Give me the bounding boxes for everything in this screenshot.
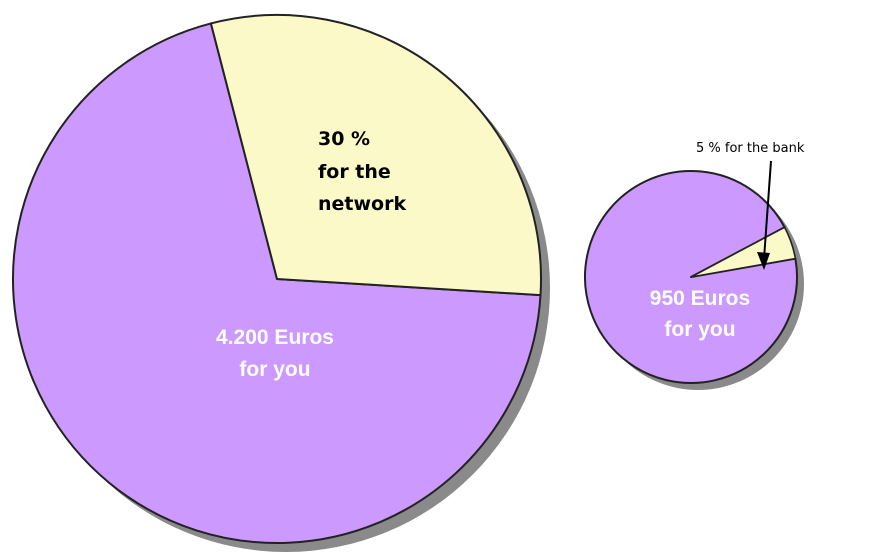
large-pie-slice-network [209,14,542,297]
large-pie: 30 % for the network 4.200 Euros for you [12,14,550,552]
large-amount-label: 4.200 Euros [216,326,334,349]
network-label-line-2: for the [318,161,391,183]
small-pie: 950 Euros for you 5 % for the bank [584,141,805,390]
small-for-you-label: for you [664,318,735,341]
large-pie-slice-you [12,22,542,544]
bank-arrow-line [763,160,772,260]
network-label-line-3: network [318,193,406,215]
large-for-you-label: for you [239,358,310,381]
small-pie-slice-bank [690,226,797,278]
bank-percent-label: 5 % for the bank [696,141,805,156]
small-amount-label: 950 Euros [650,287,750,310]
bank-arrow-head [757,252,770,270]
network-percent-label: 30 % [318,128,370,150]
